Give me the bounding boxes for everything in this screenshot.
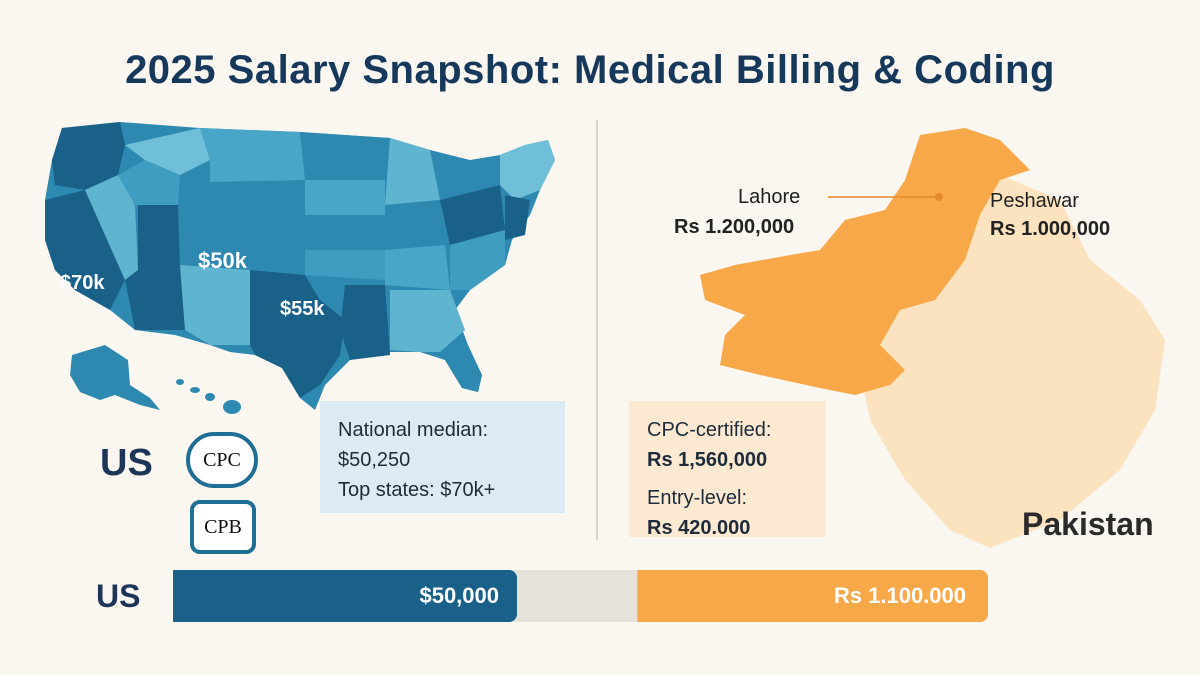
us-salary-bar: $50,000	[173, 570, 517, 622]
city-value-lahore: Rs 1.200,000	[674, 216, 795, 238]
city-name-peshawar: Peshawar	[990, 190, 1079, 212]
pakistan-summary-panel: CPC-certified: Rs 1,560,000 Entry-level:…	[629, 401, 826, 539]
map-label-south: $55k	[280, 298, 325, 320]
median-value: $50,250	[338, 449, 411, 471]
lahore-marker	[935, 193, 943, 201]
map-label-west: $70k	[60, 272, 105, 294]
cpb-badge-icon: CPB	[190, 500, 256, 554]
entry-label: Entry-level:	[647, 487, 748, 509]
hawaii-shape	[176, 379, 241, 414]
entry-value: Rs 420.000	[647, 517, 751, 539]
pakistan-salary-bar: Rs 1.100.000	[638, 570, 988, 622]
pakistan-country-label: Pakistan	[1022, 506, 1154, 542]
comparison-row-label: US	[96, 578, 141, 614]
cpc-value: Rs 1,560,000	[647, 449, 768, 471]
cpc-label: CPC-certified:	[647, 419, 772, 441]
section-divider	[596, 120, 598, 540]
us-bar-value: $50,000	[419, 583, 499, 608]
alaska-shape	[70, 345, 160, 410]
comparison-bar: $50,000 Rs 1.100.000	[173, 570, 988, 622]
cpc-badge-icon: CPC	[186, 432, 258, 488]
us-summary-panel: National median: $50,250 Top states: $70…	[320, 401, 565, 513]
median-label: National median:	[338, 419, 489, 441]
us-country-label: US	[100, 442, 153, 484]
map-label-mountain: $50k	[198, 248, 247, 273]
pakistan-bar-value: Rs 1.100.000	[833, 583, 966, 608]
page-title: 2025 Salary Snapshot: Medical Billing & …	[125, 48, 1055, 92]
top-states-text: Top states: $70k+	[338, 479, 496, 501]
us-map	[45, 122, 555, 410]
pakistan-map	[700, 128, 1030, 395]
city-value-peshawar: Rs 1.000,000	[990, 218, 1111, 240]
city-name-lahore: Lahore	[738, 186, 801, 208]
